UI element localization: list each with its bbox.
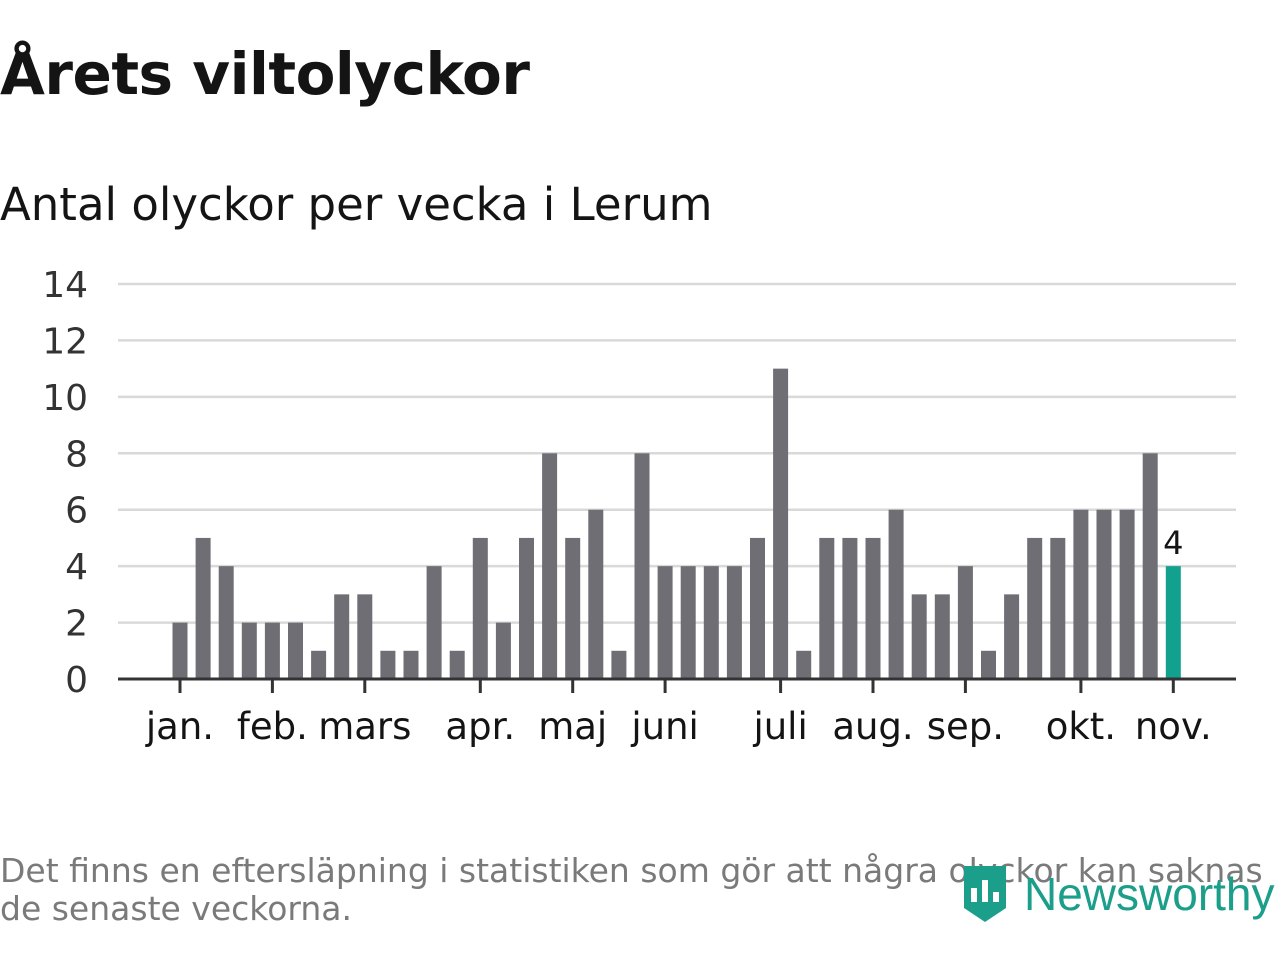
x-tick-label: sep. [927, 705, 1004, 748]
bar [796, 650, 812, 679]
bar-highlight [1165, 566, 1181, 679]
bar [1004, 594, 1020, 679]
x-tick-label: juli [752, 705, 807, 748]
bar [357, 594, 373, 679]
bar [495, 622, 511, 679]
bar [172, 622, 188, 679]
bar [703, 566, 719, 679]
bar [657, 566, 673, 679]
bar [888, 509, 904, 679]
y-tick-label: 12 [42, 321, 88, 362]
bar [911, 594, 927, 679]
bar [1073, 509, 1089, 679]
bar [195, 537, 211, 679]
bar [1050, 537, 1066, 679]
bar [311, 650, 327, 679]
bar [426, 566, 442, 679]
y-tick-label: 0 [65, 660, 88, 701]
y-tick-label: 6 [65, 491, 88, 532]
logo-text: Newsworthy [1024, 868, 1275, 920]
bar [264, 622, 280, 679]
x-tick-label: okt. [1046, 705, 1116, 748]
bar [981, 650, 996, 679]
bar [565, 537, 581, 679]
y-tick-label: 4 [65, 547, 88, 588]
bar [957, 566, 973, 679]
highlight-value-label: 4 [1163, 524, 1183, 562]
bar [726, 566, 742, 679]
bar [519, 537, 534, 679]
bar [1096, 509, 1112, 679]
bar-chart: 0 2 4 6 8 10 12 14 4 jan. feb. mars apr. maj juni juli a… [42, 265, 1236, 748]
x-tick-label: apr. [445, 705, 515, 748]
y-tick-label: 14 [42, 265, 88, 306]
newsworthy-logo: Newsworthy [960, 862, 1275, 926]
bar [542, 453, 558, 679]
x-tick-label: maj [538, 705, 607, 748]
newsworthy-logo-icon [964, 866, 1006, 922]
bar [842, 537, 858, 679]
bar [750, 537, 765, 679]
bar [611, 650, 627, 679]
bar [1142, 453, 1158, 679]
bar [380, 650, 396, 679]
bar [634, 453, 650, 679]
bar [865, 537, 881, 679]
bar [241, 622, 257, 679]
x-tick-label: jan. [145, 705, 214, 748]
y-tick-label: 10 [42, 378, 88, 419]
x-tick-label: juni [630, 705, 698, 748]
bar [680, 566, 696, 679]
bar [1119, 509, 1135, 679]
y-tick-label: 8 [65, 434, 88, 475]
x-tick-label: mars [318, 705, 411, 748]
bar [334, 594, 350, 679]
x-tick-label: feb. [237, 705, 308, 748]
bar [1027, 537, 1043, 679]
chart-title: Årets viltolyckor [0, 40, 530, 108]
bar [819, 537, 835, 679]
chart-subtitle: Antal olyckor per vecka i Lerum [0, 178, 713, 231]
bar [218, 566, 234, 679]
bar [773, 368, 789, 679]
bar [288, 622, 303, 679]
x-tick-label: aug. [832, 705, 913, 748]
x-tick-label: nov. [1135, 705, 1212, 748]
bar [588, 509, 604, 679]
footnote: Det finns en eftersläpning i statistiken… [0, 851, 1263, 928]
bar [934, 594, 950, 679]
bar [472, 537, 488, 679]
y-tick-label: 2 [65, 604, 88, 645]
bar [403, 650, 419, 679]
bar [449, 650, 465, 679]
